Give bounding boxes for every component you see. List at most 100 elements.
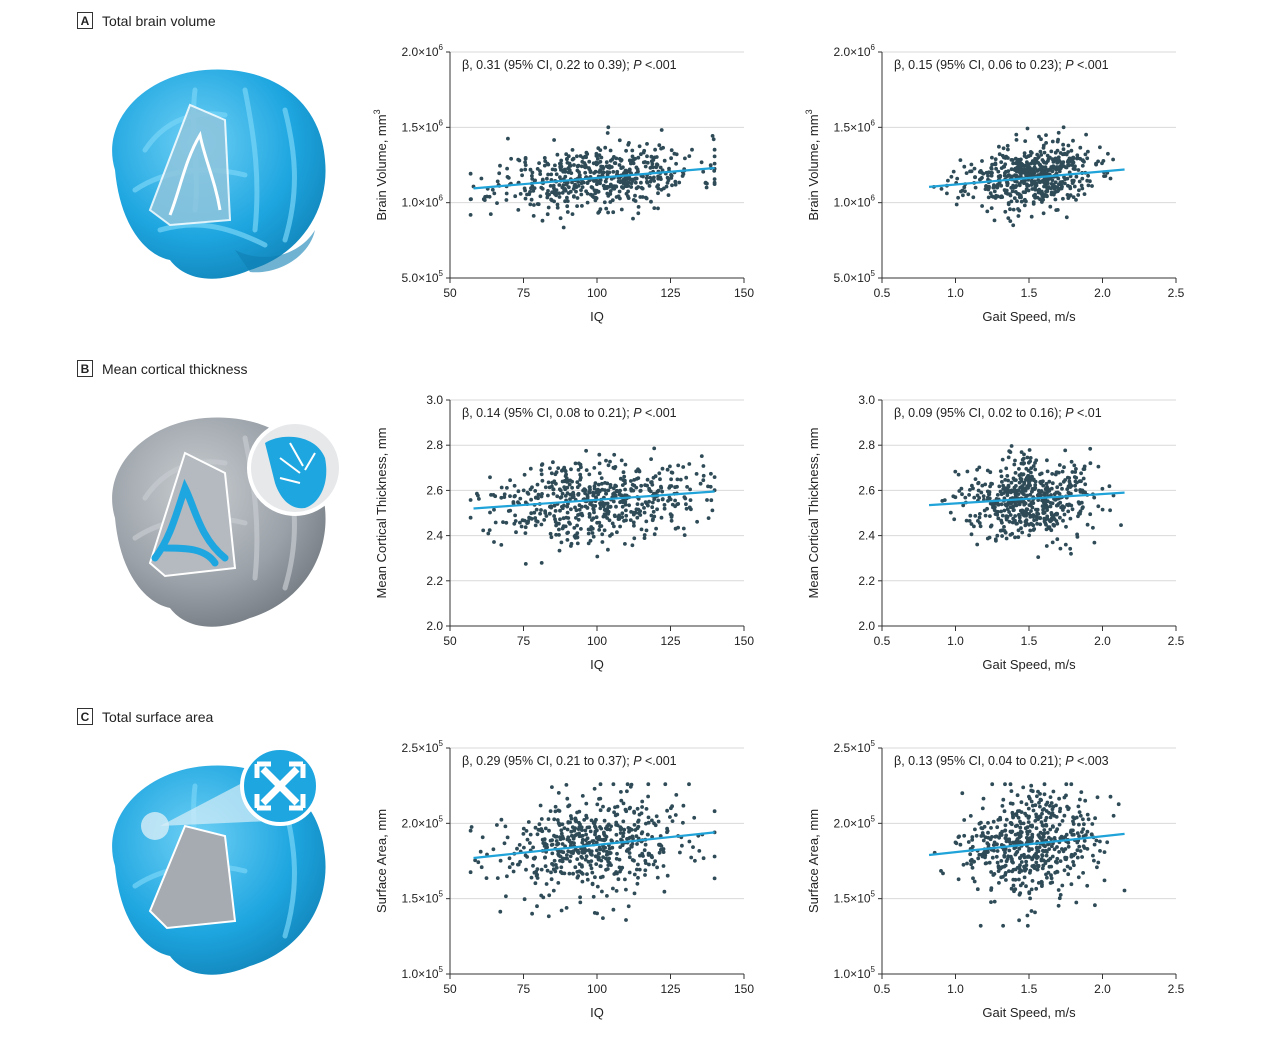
data-point xyxy=(659,187,664,192)
x-tick-label: 1.5 xyxy=(1021,982,1038,996)
data-point xyxy=(1024,513,1028,518)
data-point xyxy=(1015,180,1019,184)
annotation-beta-ci: β, 0.09 (95% CI, 0.02 to 0.16); xyxy=(894,406,1065,420)
data-point xyxy=(639,185,644,190)
annotation-p-value: <.001 xyxy=(1074,58,1109,72)
data-point xyxy=(617,517,622,521)
data-point xyxy=(591,516,596,521)
data-point xyxy=(618,488,622,493)
data-point xyxy=(512,483,517,488)
data-point xyxy=(542,518,547,522)
data-point xyxy=(676,463,681,468)
data-point xyxy=(670,819,675,823)
data-point xyxy=(1030,847,1034,851)
data-point xyxy=(1030,505,1035,510)
data-point xyxy=(1025,126,1030,131)
data-point xyxy=(1046,870,1051,875)
data-point xyxy=(1102,878,1107,883)
data-point xyxy=(1090,184,1094,188)
data-point xyxy=(1004,169,1008,174)
regression-annotation: β, 0.09 (95% CI, 0.02 to 0.16); P <.01 xyxy=(894,406,1102,420)
x-tick-label: 2.5 xyxy=(1168,634,1185,648)
data-point xyxy=(560,526,565,531)
data-point xyxy=(977,821,982,826)
data-point xyxy=(656,498,661,503)
data-point xyxy=(513,519,518,523)
data-point xyxy=(1008,450,1013,454)
data-point xyxy=(1068,866,1073,871)
data-point xyxy=(1030,187,1035,191)
data-point xyxy=(1037,180,1042,185)
data-point xyxy=(1003,209,1008,214)
data-point xyxy=(642,506,646,510)
data-point xyxy=(606,463,611,468)
data-point xyxy=(1005,474,1010,478)
data-point xyxy=(1039,137,1043,142)
data-point xyxy=(505,486,509,490)
data-point xyxy=(1012,846,1017,851)
y-tick-exponent: 6 xyxy=(871,43,876,52)
annotation-beta-ci: β, 0.14 (95% CI, 0.08 to 0.21); xyxy=(462,406,633,420)
data-point xyxy=(614,832,619,837)
data-point xyxy=(654,814,659,819)
data-point xyxy=(539,522,544,527)
data-point xyxy=(1082,839,1087,843)
data-point xyxy=(580,864,584,869)
y-tick-mantissa: 2.5×10 xyxy=(834,741,871,755)
data-point xyxy=(1085,522,1090,527)
data-point xyxy=(557,533,561,537)
data-point xyxy=(601,845,606,850)
data-point xyxy=(634,834,639,838)
data-point xyxy=(595,884,600,889)
data-point xyxy=(1075,855,1080,860)
data-point xyxy=(567,185,571,190)
data-point xyxy=(1055,139,1060,144)
data-point xyxy=(487,194,492,199)
data-point xyxy=(1050,811,1055,815)
data-point xyxy=(572,194,576,199)
data-point xyxy=(533,881,538,886)
data-point xyxy=(614,504,618,509)
data-point xyxy=(623,462,628,467)
data-point xyxy=(1024,813,1029,818)
data-point xyxy=(577,862,582,866)
data-point xyxy=(547,828,551,833)
data-point xyxy=(523,160,527,165)
data-point xyxy=(1056,888,1061,892)
data-point xyxy=(529,875,534,880)
data-point xyxy=(615,488,619,493)
data-point xyxy=(1074,900,1079,905)
data-point xyxy=(511,500,516,504)
data-point xyxy=(575,857,580,861)
data-point xyxy=(530,174,534,178)
data-point xyxy=(1063,177,1067,182)
data-point xyxy=(1108,508,1112,513)
data-point xyxy=(706,484,710,489)
data-point xyxy=(1006,455,1011,460)
data-point xyxy=(468,213,473,217)
data-point xyxy=(994,166,998,171)
data-point xyxy=(1013,185,1018,189)
data-point xyxy=(560,859,565,864)
data-point xyxy=(1000,480,1004,484)
data-point xyxy=(557,183,562,187)
data-point xyxy=(995,825,1000,830)
data-point xyxy=(1080,830,1084,834)
data-point xyxy=(530,177,535,181)
data-point xyxy=(656,819,661,824)
data-point xyxy=(566,849,571,854)
y-tick-mantissa: 2.0 xyxy=(858,619,875,633)
data-point xyxy=(557,191,562,196)
data-point xyxy=(531,845,535,850)
data-point xyxy=(1100,161,1104,166)
data-point xyxy=(609,824,613,829)
data-point xyxy=(524,829,529,833)
data-point xyxy=(1023,139,1028,143)
data-point xyxy=(665,826,669,831)
data-point xyxy=(522,472,527,477)
data-point xyxy=(626,904,631,909)
data-point xyxy=(1001,164,1006,169)
data-point xyxy=(977,515,982,520)
data-point xyxy=(535,202,540,206)
data-point xyxy=(1076,500,1081,505)
